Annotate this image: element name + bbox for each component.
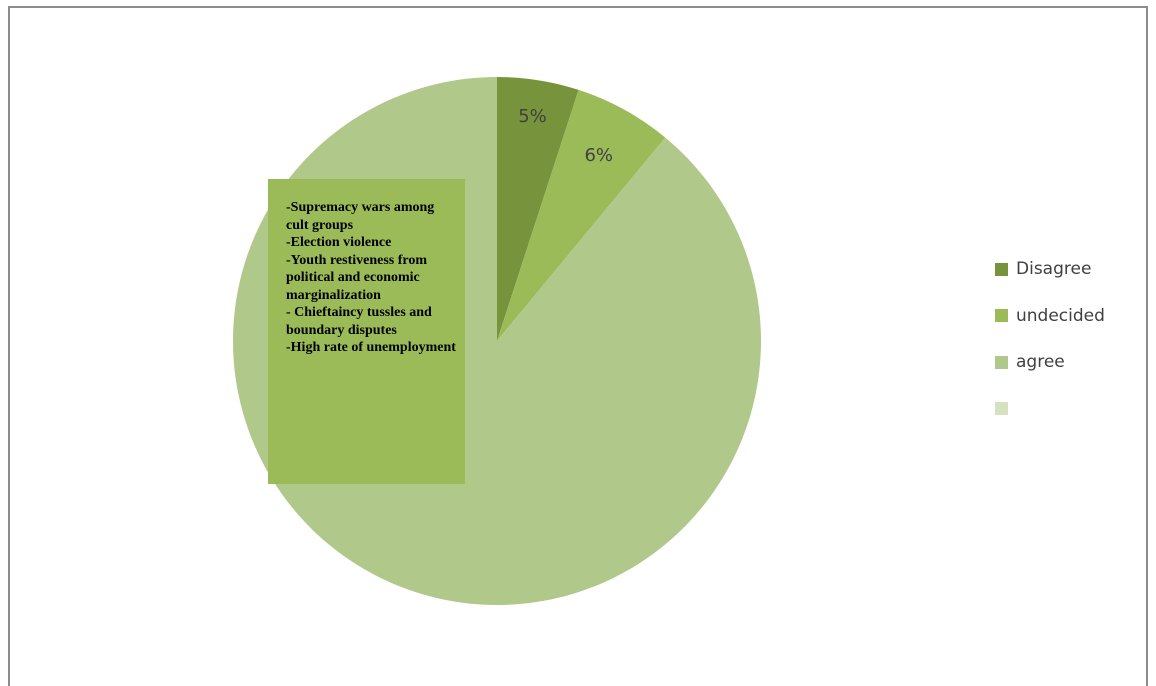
annotation-text-box: -Supremacy wars among cult groups -Elect… (268, 179, 465, 484)
chart-frame (8, 6, 1148, 686)
legend-item-undecided: undecided (995, 304, 1105, 328)
legend-item-disagree: Disagree (995, 257, 1105, 281)
annotation-line: -Youth restiveness from political and ec… (286, 252, 431, 303)
legend-label: agree (1016, 352, 1065, 372)
annotation-line: -Election violence (286, 235, 392, 250)
legend-item-blank (995, 397, 1105, 421)
pie-data-label: 6% (584, 145, 613, 166)
annotation-line: -Supremacy wars among cult groups (286, 200, 438, 233)
legend-swatch (995, 262, 1008, 276)
annotation-line: - Chieftaincy tussles and boundary dispu… (286, 305, 436, 338)
pie-slice-disagree (497, 77, 579, 341)
legend-swatch (995, 402, 1008, 415)
legend-swatch (995, 309, 1008, 322)
legend-item-agree: agree (995, 350, 1105, 374)
pie-slice-undecided (497, 89, 666, 341)
legend: Disagree undecided agree (995, 257, 1105, 443)
legend-label: undecided (1016, 305, 1105, 326)
annotation-line: -High rate of unemployment (286, 340, 456, 355)
legend-label: Disagree (1016, 259, 1092, 279)
legend-swatch (995, 355, 1008, 369)
pie-data-label: 5% (518, 106, 547, 127)
